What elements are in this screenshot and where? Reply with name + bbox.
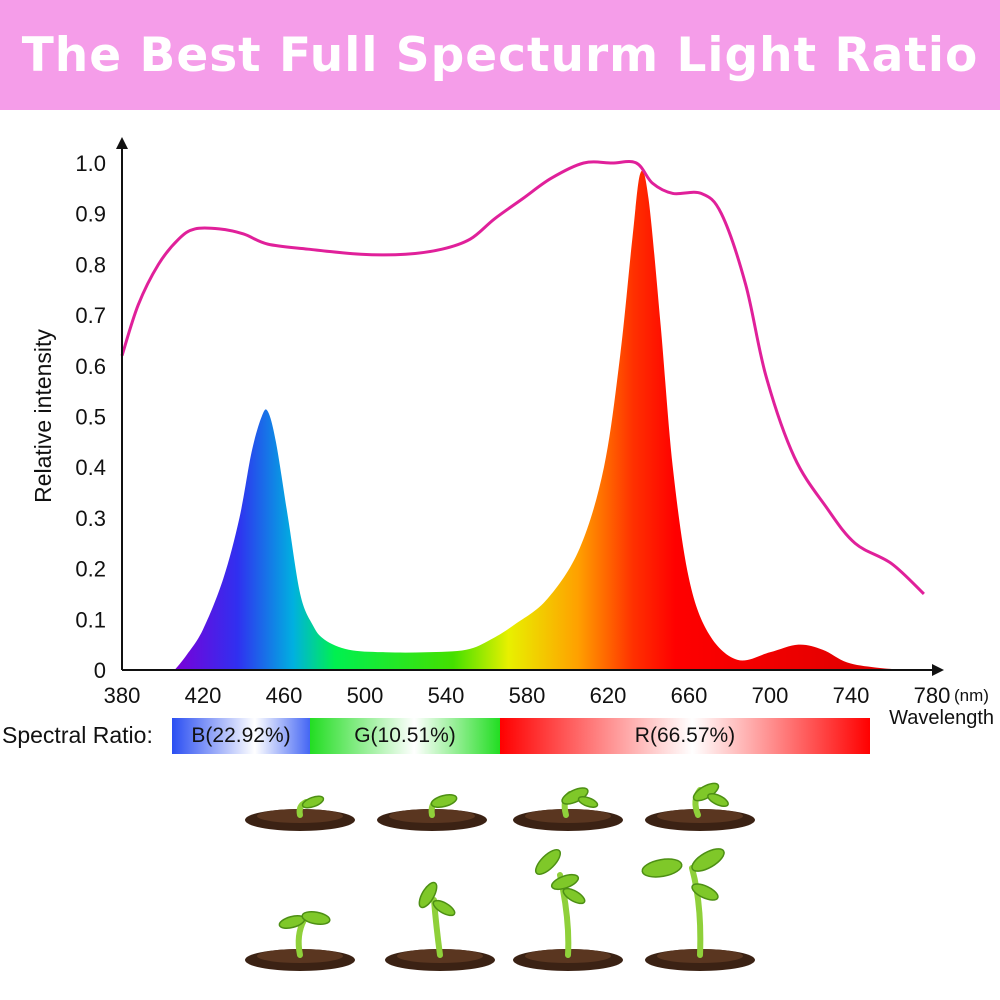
x-tick-label: 740 [833,683,870,708]
soil-top [657,809,743,823]
seedling-leaf [301,795,325,809]
soil-top [257,949,343,963]
soil-mound [377,809,487,831]
soil-top [657,949,743,963]
soil-top [389,809,475,823]
soil-mound [245,809,355,831]
seedling-leaf [534,848,562,876]
seedling-leaf [641,858,683,878]
seedling-leaf [692,782,720,802]
x-tick-label: 580 [509,683,546,708]
seedling-leaf [301,910,331,926]
seedling-stem [431,897,443,958]
seedling-leaf [432,899,456,917]
y-tick-label: 0 [94,658,106,683]
seedling-leaf [577,796,599,808]
soil-top [525,949,611,963]
title-banner: The Best Full Specturm Light Ratio [0,0,1000,110]
seedling-stem [561,791,573,818]
page-title: The Best Full Specturm Light Ratio [21,27,979,83]
soil-mound [513,949,623,971]
soil-mound [513,809,623,831]
y-tick-label: 0.3 [75,506,106,531]
soil-mound [645,809,755,831]
sensitivity-curve [120,160,925,596]
seedling-leaf [691,883,719,901]
seedling-leaf [430,793,458,809]
y-tick-label: 0.8 [75,252,106,277]
seedling-stem [689,865,704,958]
seedling-leaf [707,792,729,808]
soil-mound [245,949,355,971]
x-tick-label: 540 [428,683,465,708]
x-axis-title: Wavelength [889,707,994,729]
y-tick-label: 0.2 [75,557,106,582]
y-tick-label: 0.9 [75,202,106,227]
x-tick-label: 380 [104,683,141,708]
spectrum-area [174,170,924,671]
x-tick-label: 500 [347,683,384,708]
seedling-leaf [562,887,586,905]
seedling-leaf [418,881,438,909]
y-tick-label: 0.7 [75,303,106,328]
blue-ratio-text: B(22.92%) [191,724,291,747]
seedling-leaf [691,848,725,872]
x-tick-label: 620 [590,683,627,708]
spectral-ratio-label: Spectral Ratio: [2,722,153,748]
soil-mound [645,949,755,971]
red-ratio-bar: R(66.57%) [500,718,870,754]
soil-top [525,809,611,823]
green-ratio-bar: G(10.51%) [310,718,500,754]
x-tick-label: 460 [266,683,303,708]
seedling-leaf [278,914,306,930]
spectrum-chart: 380 420 460 500 540 580 620 660 700 740 780 0 0.1 0.2… [30,137,994,729]
x-unit-label: (nm) [954,686,989,705]
seedling-leaf [561,787,589,805]
x-tick-label: 700 [752,683,789,708]
y-tick-label: 1.0 [75,151,106,176]
soil-top [257,809,343,823]
x-tick-label: 420 [185,683,222,708]
y-tick-label: 0.6 [75,354,106,379]
x-tick-label: 660 [671,683,708,708]
soil-mound [385,949,495,971]
seedling-stem [557,872,572,958]
x-tick-label: 780 [914,683,951,708]
y-axis-title: Relative intensity [30,329,56,503]
x-axis-arrow [932,664,944,676]
green-ratio-text: G(10.51%) [354,724,456,747]
red-ratio-text: R(66.57%) [634,724,736,747]
seedling-stem [296,799,309,818]
y-tick-label: 0.1 [75,607,106,632]
y-tick-label: 0.4 [75,455,106,480]
soil-top [397,949,483,963]
seedling-stem [692,787,703,818]
y-axis-arrow [116,137,128,149]
seedling-leaf [550,873,580,891]
seedling-stem [428,797,441,818]
y-tick-label: 0.5 [75,405,106,430]
blue-ratio-bar: B(22.92%) [172,718,310,754]
seedling-stem [295,917,307,958]
